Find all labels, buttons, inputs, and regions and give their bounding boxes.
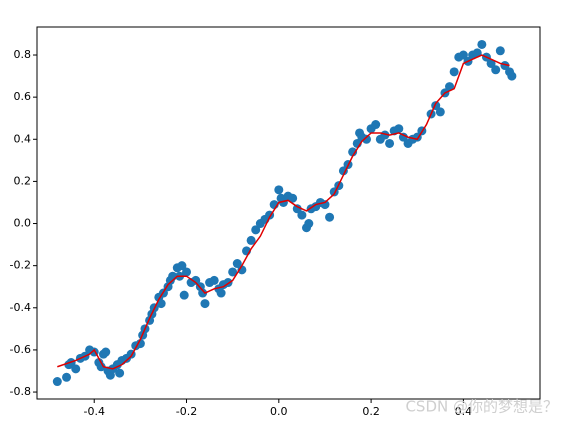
plot-area — [37, 27, 540, 399]
y-tick-label: 0.0 — [14, 217, 32, 230]
scatter-point — [495, 46, 505, 56]
scatter-point — [101, 347, 111, 357]
axes-frame — [36, 26, 541, 400]
scatter-point — [96, 362, 106, 372]
scatter-point — [232, 259, 242, 269]
scatter-point — [237, 265, 247, 275]
scatter-point — [209, 275, 219, 285]
scatter-point — [385, 138, 395, 148]
scatter-point — [62, 372, 72, 382]
y-tick-label: -0.2 — [10, 259, 31, 272]
scatter-point — [304, 219, 314, 229]
scatter-point — [135, 339, 145, 349]
x-tick-label: 0.0 — [270, 405, 288, 418]
scatter-point — [371, 120, 381, 130]
scatter-point — [458, 50, 468, 60]
y-tick-label: 0.2 — [14, 174, 32, 187]
scatter-point — [156, 299, 166, 309]
scatter-point — [251, 225, 261, 235]
x-tick-label: -0.4 — [83, 405, 104, 418]
scatter-point — [52, 377, 62, 387]
scatter-point — [348, 147, 358, 157]
line — [57, 54, 510, 370]
scatter-point — [288, 193, 298, 203]
scatter-point — [216, 288, 226, 298]
scatter-point — [320, 200, 330, 210]
scatter-point — [394, 124, 404, 134]
y-tick-label: 0.6 — [14, 90, 32, 103]
scatter-point — [292, 204, 302, 214]
scatter-point — [449, 67, 459, 77]
y-tick-label: -0.6 — [10, 343, 31, 356]
scatter-point — [486, 58, 496, 68]
scatter-point — [338, 166, 348, 176]
x-tick-label: 0.4 — [455, 405, 473, 418]
scatter-point — [325, 212, 335, 222]
y-tick-label: -0.4 — [10, 301, 31, 314]
scatter-point — [200, 299, 210, 309]
scatter-point — [228, 267, 238, 277]
scatter-point — [246, 235, 256, 245]
scatter-point — [115, 368, 125, 378]
scatter-point — [477, 39, 487, 49]
scatter-point — [472, 48, 482, 58]
scatter-point — [191, 275, 201, 285]
scatter-point — [361, 134, 371, 144]
scatter-point — [182, 267, 192, 277]
scatter-point — [177, 261, 187, 271]
scatter-point — [507, 71, 517, 81]
x-tick-label: -0.2 — [176, 405, 197, 418]
scatter-point — [398, 132, 408, 142]
scatter-point — [491, 65, 501, 75]
scatter-point — [445, 82, 455, 92]
scatter-point — [435, 107, 445, 117]
watermark: CSDN @你的梦想是？ — [405, 398, 558, 416]
scatter-point — [274, 185, 284, 195]
scatter-point — [179, 290, 189, 300]
y-tick-label: -0.8 — [10, 385, 31, 398]
scatter-point — [297, 210, 307, 220]
x-tick-label: 0.2 — [362, 405, 380, 418]
y-tick-label: 0.4 — [14, 132, 32, 145]
scatter-point — [71, 364, 81, 374]
y-tick-label: 0.8 — [14, 48, 32, 61]
scatter-point — [198, 288, 208, 298]
